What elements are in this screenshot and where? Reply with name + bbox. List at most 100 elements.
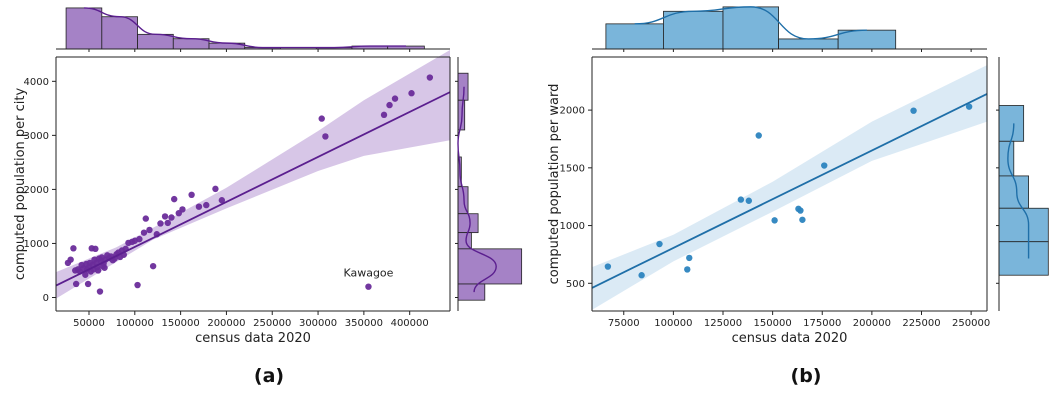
y-axis-label: computed population per ward	[547, 84, 562, 285]
x-tick-label: 200000	[207, 318, 245, 329]
y-histogram-bar	[457, 283, 486, 301]
data-point	[821, 162, 828, 169]
data-point	[171, 195, 178, 203]
data-point	[799, 216, 806, 223]
x-tick-label: 50000	[73, 318, 105, 329]
data-point	[188, 191, 195, 199]
y-tick-label: 2000	[24, 185, 49, 196]
data-point	[67, 256, 74, 263]
y-histogram-bar	[457, 213, 479, 234]
y-tick-label: 500	[566, 279, 585, 290]
data-point	[318, 115, 325, 122]
data-point	[70, 245, 77, 252]
data-point	[755, 132, 762, 139]
data-point	[157, 220, 164, 227]
x-density-curve	[634, 6, 867, 40]
data-point	[96, 288, 104, 295]
confidence-band	[592, 65, 987, 310]
y-tick-label: 3000	[24, 131, 49, 142]
y-tick-label: 4000	[24, 77, 49, 88]
data-point	[771, 217, 778, 224]
data-point	[737, 196, 745, 203]
point-annotation: Kawagoe	[343, 267, 393, 280]
x-histogram-bar	[778, 38, 839, 50]
x-tick-label: 100000	[116, 318, 154, 329]
x-histogram-bar	[837, 29, 897, 50]
x-tick-label: 125000	[704, 318, 742, 329]
data-point	[94, 267, 102, 274]
y-histogram-bar	[998, 105, 1025, 142]
y-histogram-bar	[998, 241, 1049, 276]
data-point	[797, 207, 804, 214]
chart-panel-b	[588, 6, 1049, 315]
data-point	[142, 215, 149, 222]
data-point	[322, 133, 329, 140]
x-histogram-bar	[605, 23, 664, 50]
data-point	[684, 266, 691, 273]
x-tick-label: 350000	[345, 318, 383, 329]
x-tick-label: 150000	[754, 318, 792, 329]
data-point	[82, 271, 89, 278]
x-tick-label: 100000	[654, 318, 692, 329]
data-point	[365, 283, 372, 290]
data-point	[149, 262, 157, 270]
data-point	[140, 229, 148, 236]
data-point	[84, 280, 92, 288]
y-tick-label: 1000	[560, 221, 585, 232]
data-point	[426, 74, 434, 81]
y-tick-label: 0	[43, 293, 49, 304]
x-tick-label: 250000	[253, 318, 291, 329]
x-histogram-bar	[722, 6, 779, 50]
x-tick-label: 150000	[162, 318, 200, 329]
x-tick-label: 400000	[391, 318, 429, 329]
x-tick-label: 225000	[902, 318, 940, 329]
data-point	[134, 281, 141, 289]
y-histogram-bar	[998, 207, 1049, 243]
data-point	[101, 264, 108, 271]
y-tick-label: 1500	[560, 163, 585, 174]
data-point	[92, 245, 99, 253]
data-point	[656, 240, 663, 248]
x-histogram-bar	[137, 33, 174, 50]
data-point	[745, 197, 753, 204]
y-axis-label: computed population per city	[13, 88, 28, 281]
x-histogram-bar	[65, 7, 103, 50]
data-point	[161, 213, 169, 220]
x-axis-label: census data 2020	[195, 331, 311, 346]
x-tick-label: 250000	[952, 318, 990, 329]
regression-line	[591, 93, 988, 289]
y-tick-label: 1000	[24, 239, 49, 250]
data-point	[604, 263, 612, 270]
x-density-curve	[83, 7, 407, 49]
y-density-curve	[457, 86, 497, 293]
y-histogram-bar	[998, 140, 1015, 177]
x-tick-label: 75000	[608, 318, 640, 329]
x-histogram-bar	[663, 10, 724, 50]
data-point	[203, 201, 210, 209]
y-histogram-bar	[457, 248, 523, 285]
data-point	[910, 107, 917, 114]
x-axis-label: census data 2020	[732, 331, 848, 346]
y-tick-label: 2000	[560, 106, 585, 117]
y-histogram-bar	[998, 175, 1029, 209]
data-point	[195, 203, 203, 210]
x-tick-label: 200000	[853, 318, 891, 329]
data-point	[408, 90, 415, 97]
data-point	[164, 219, 171, 227]
x-tick-label: 300000	[299, 318, 337, 329]
x-tick-label: 175000	[803, 318, 841, 329]
data-point	[638, 272, 645, 279]
y-density-curve	[1007, 123, 1030, 259]
data-point	[965, 103, 973, 110]
chart-panel-a	[52, 7, 523, 315]
data-point	[218, 197, 226, 204]
panel-label: (a)	[254, 365, 284, 387]
data-point	[380, 111, 388, 119]
data-point	[136, 235, 143, 243]
data-point	[179, 206, 186, 213]
data-point	[168, 214, 175, 221]
data-point	[391, 95, 399, 102]
data-point	[386, 101, 393, 109]
